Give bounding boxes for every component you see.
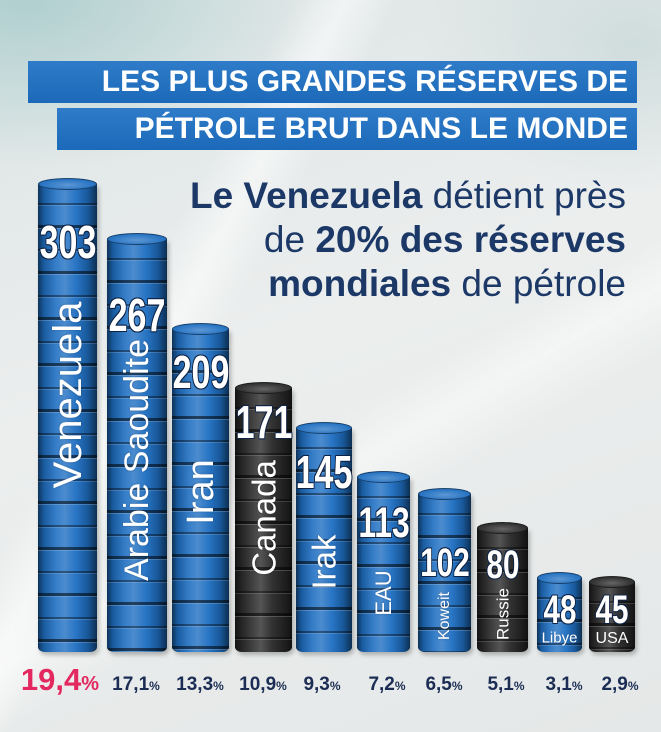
barrel-top xyxy=(477,522,528,535)
share-label: 10,9% xyxy=(239,674,287,695)
country-label: Irak xyxy=(305,534,343,590)
share-label: 6,5% xyxy=(425,674,463,695)
percent-sign: % xyxy=(329,679,341,693)
share-label: 2,9% xyxy=(601,674,639,695)
subtitle-text: de pétrole xyxy=(451,263,626,304)
subtitle: Le Venezuela détient près de 20% des rés… xyxy=(190,174,626,306)
country-label: Iran xyxy=(179,459,222,525)
value-label: 145 xyxy=(295,446,353,498)
barrel-top xyxy=(38,177,97,190)
percent-sign: % xyxy=(81,673,100,695)
title-line-2: PÉTROLE BRUT DANS LE MONDE xyxy=(134,112,628,145)
subtitle-text: détient près xyxy=(422,175,626,216)
percent-sign: % xyxy=(276,679,287,693)
country-label: Libye xyxy=(541,629,578,647)
value-label: 171 xyxy=(235,396,292,448)
bar-libye xyxy=(537,571,582,652)
value-label: 303 xyxy=(39,216,96,268)
country-label: EAU xyxy=(370,570,396,616)
barrel-top xyxy=(589,576,635,589)
title-line-1: LES PLUS GRANDES RÉSERVES DE xyxy=(101,65,628,98)
percent-sign: % xyxy=(571,679,583,693)
barrel-top xyxy=(537,571,582,584)
percent-sign: % xyxy=(627,679,639,693)
country-label: USA xyxy=(595,630,629,647)
subtitle-line-3: mondiales de pétrole xyxy=(190,262,626,306)
share-label: 17,1% xyxy=(112,674,160,695)
subtitle-text: de xyxy=(263,219,316,260)
barrel-top xyxy=(107,233,167,246)
value-label: 45 xyxy=(595,588,629,632)
bar-russie xyxy=(477,522,528,652)
percent-sign: % xyxy=(149,679,160,693)
value-label: 267 xyxy=(108,289,166,341)
country-label: Koweit xyxy=(435,591,453,641)
barrel-top xyxy=(172,323,229,336)
value-label: 48 xyxy=(543,588,576,632)
title-banner-1: LES PLUS GRANDES RÉSERVES DE xyxy=(28,61,637,103)
barrel-top xyxy=(418,488,471,501)
bar-arabie-saoudite xyxy=(107,233,167,652)
bar-koweit xyxy=(418,488,471,652)
percent-sign: % xyxy=(451,679,463,693)
barrel-top xyxy=(235,381,292,394)
percent-sign: % xyxy=(394,679,406,693)
subtitle-line-1: Le Venezuela détient près xyxy=(190,174,626,218)
share-label: 13,3% xyxy=(176,674,224,695)
value-label: 102 xyxy=(419,541,470,585)
country-label: Russie xyxy=(493,588,512,640)
barrel-top xyxy=(296,421,352,434)
subtitle-line-2: de 20% des réserves xyxy=(190,218,626,262)
share-label: 3,1% xyxy=(545,674,583,695)
subtitle-emphasis: Le Venezuela xyxy=(189,175,423,216)
bar-iran xyxy=(172,323,229,652)
barrel-top xyxy=(357,471,410,484)
share-label: 5,1% xyxy=(487,674,525,695)
bar-eau xyxy=(357,471,410,652)
subtitle-emphasis: 20% des réserves xyxy=(315,219,626,260)
bar-usa xyxy=(589,576,635,652)
value-label: 80 xyxy=(486,543,519,587)
country-label: Arabie Saoudite xyxy=(118,339,156,581)
percent-sign: % xyxy=(513,679,525,693)
title-banner-2: PÉTROLE BRUT DANS LE MONDE xyxy=(57,108,637,150)
percent-sign: % xyxy=(213,679,224,693)
share-label: 19,4% xyxy=(20,662,100,697)
bar-canada xyxy=(235,381,292,652)
country-label: Canada xyxy=(245,460,282,576)
bar-venezuela xyxy=(38,177,97,652)
country-label: Venezuela xyxy=(45,301,90,489)
share-label: 9,3% xyxy=(303,674,341,695)
bar-irak xyxy=(296,421,352,652)
value-label: 209 xyxy=(172,346,229,398)
share-label: 7,2% xyxy=(368,674,406,695)
subtitle-emphasis: mondiales xyxy=(268,263,452,304)
value-label: 113 xyxy=(357,499,410,547)
